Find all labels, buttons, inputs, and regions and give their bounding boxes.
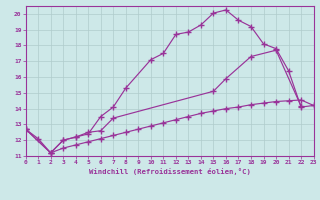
X-axis label: Windchill (Refroidissement éolien,°C): Windchill (Refroidissement éolien,°C)	[89, 168, 251, 175]
